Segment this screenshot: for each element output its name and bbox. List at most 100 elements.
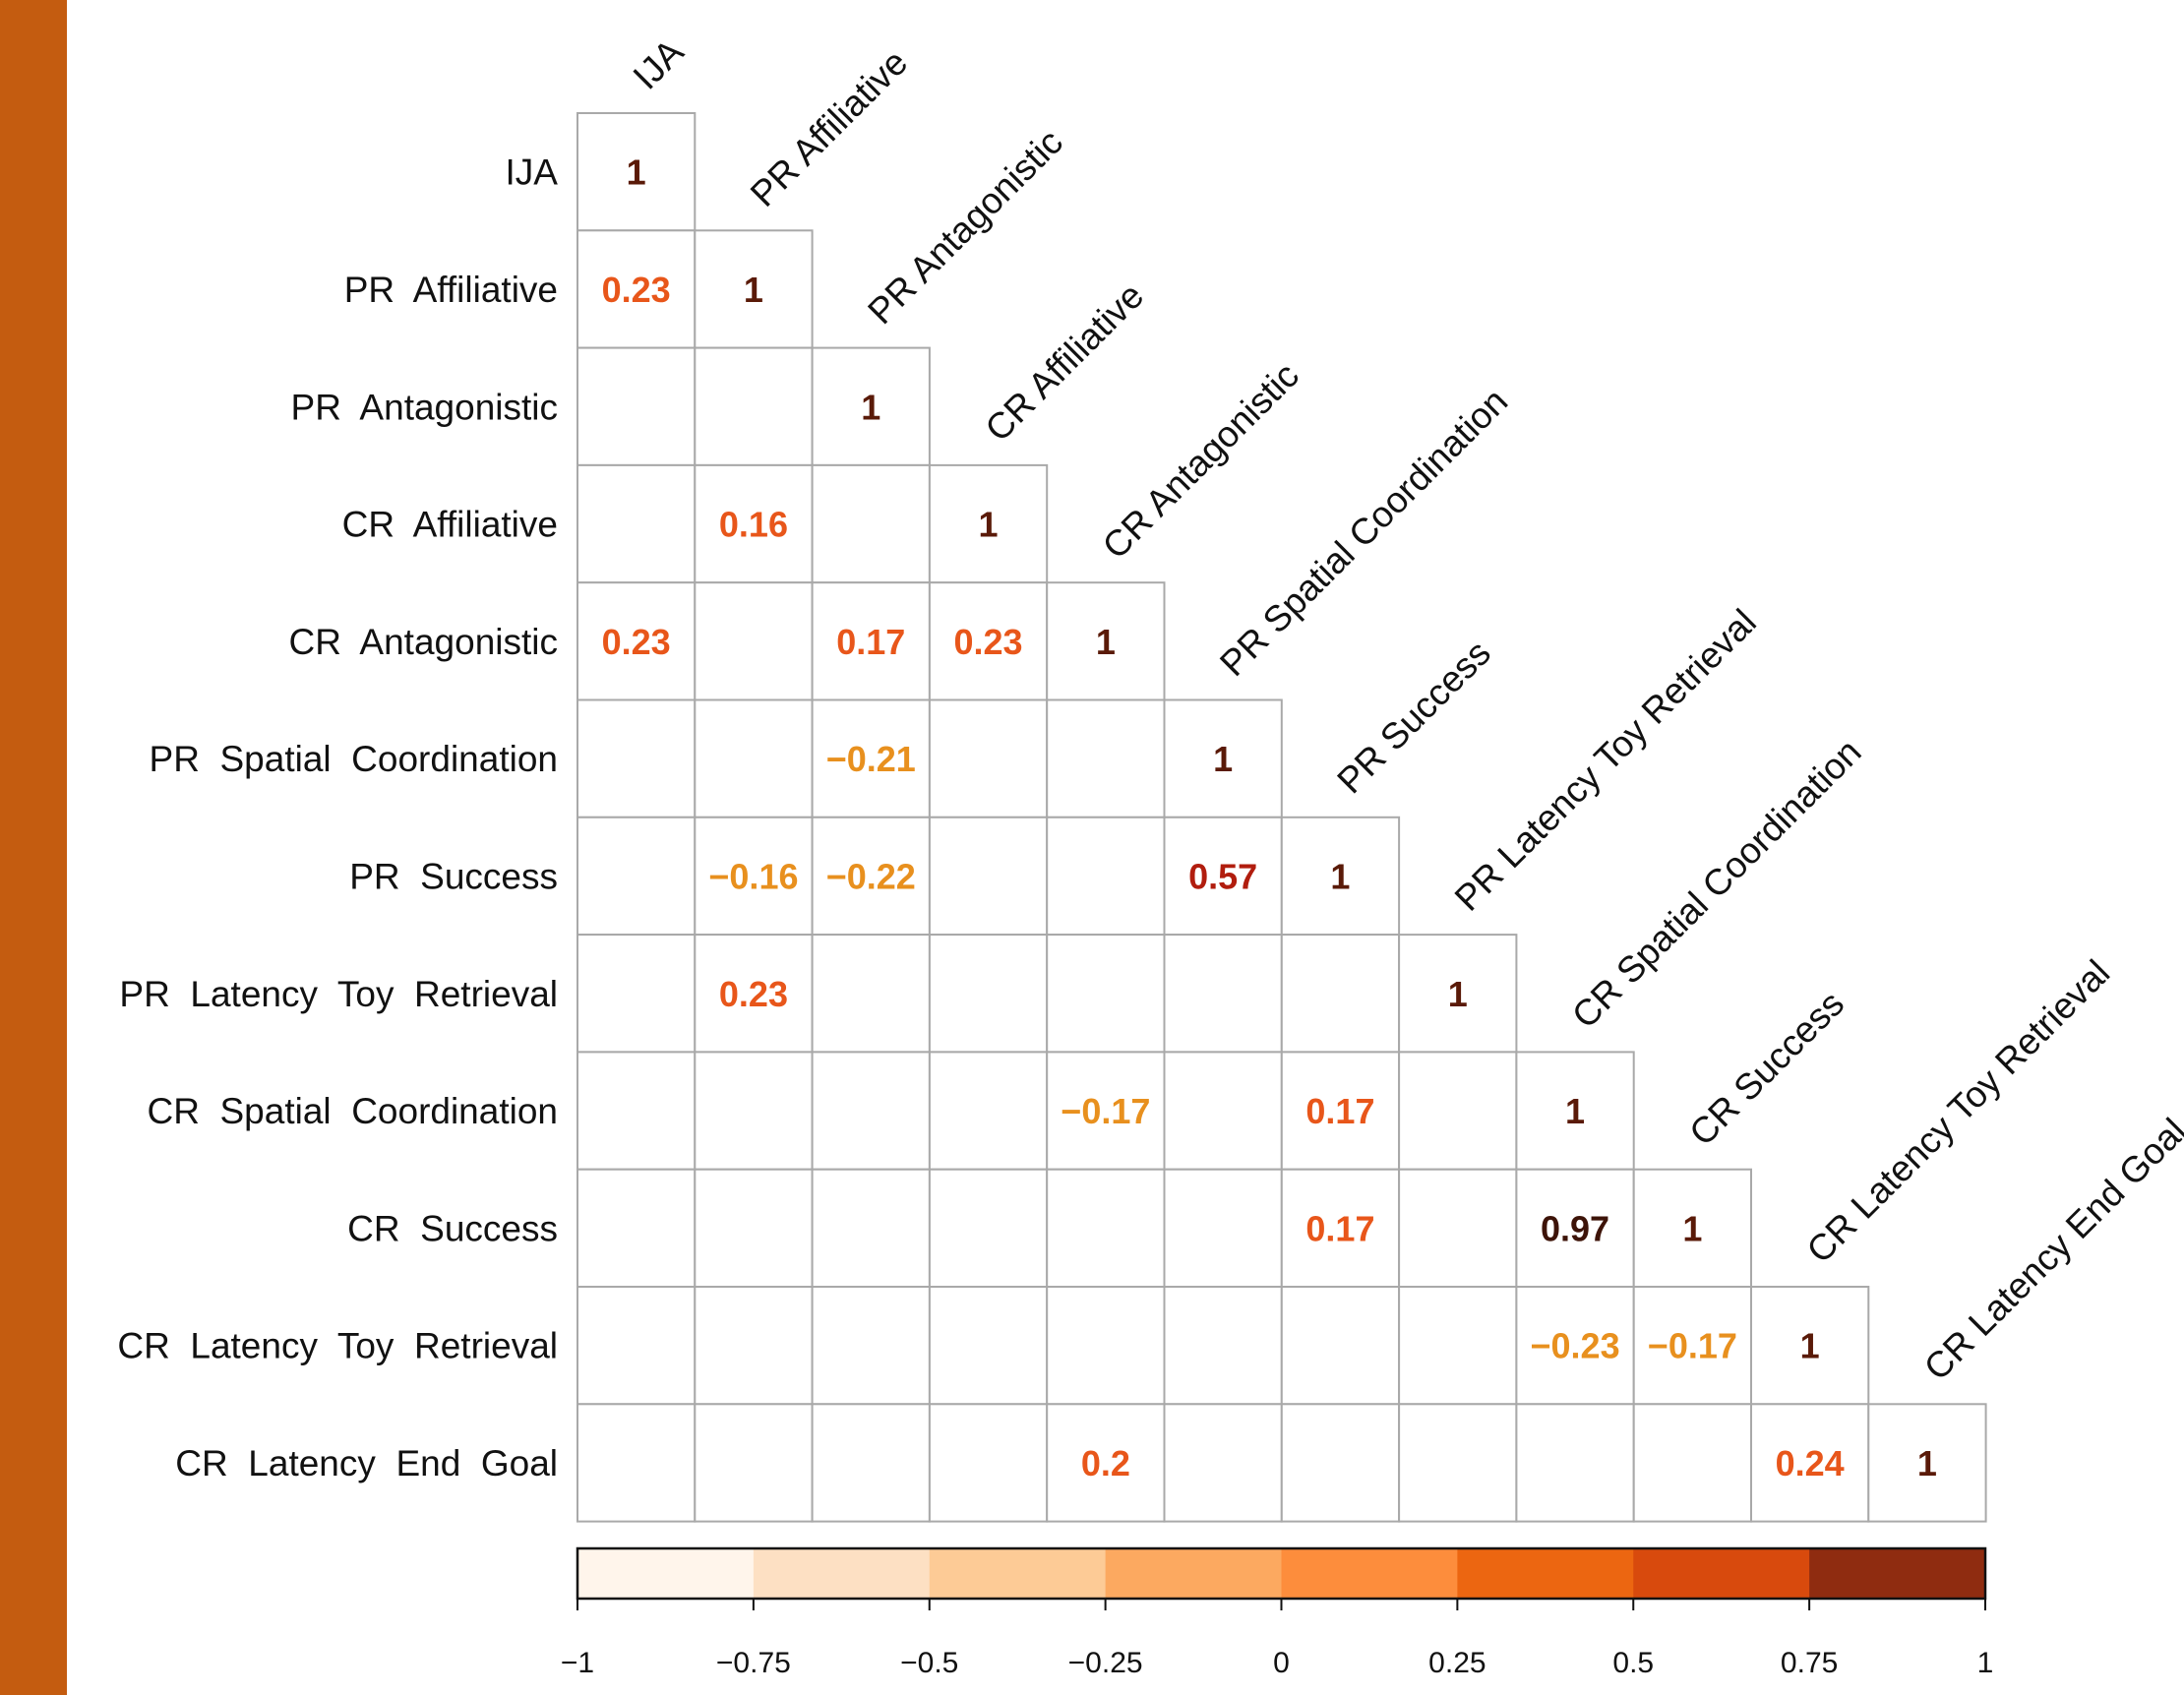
matrix-cell (811, 581, 931, 701)
matrix-cell (928, 1051, 1049, 1171)
row-label: CR Success (347, 1208, 558, 1248)
row-label: CR Latency Toy Retrieval (117, 1326, 558, 1366)
cell-value-label: 0.16 (719, 505, 788, 545)
cell-value-label: 0.17 (836, 622, 905, 662)
matrix-cell (694, 1403, 814, 1523)
cell-value-label: 0.57 (1188, 856, 1257, 896)
matrix-cell (1046, 581, 1166, 701)
matrix-cell (576, 463, 697, 584)
matrix-cell (1632, 1403, 1752, 1523)
matrix-cell (811, 1286, 931, 1406)
cell-value-label: 0.23 (954, 622, 1023, 662)
matrix-cell (1163, 1403, 1283, 1523)
matrix-cell (1750, 1403, 1870, 1523)
matrix-cell (1280, 816, 1401, 937)
row-label: CR Latency End Goal (175, 1443, 558, 1483)
matrix-cell (811, 1168, 931, 1288)
matrix-cell (1398, 1403, 1518, 1523)
matrix-cell (576, 816, 697, 937)
cell-value-label: −0.23 (1531, 1326, 1620, 1366)
column-label: PR Affiliative (743, 42, 915, 214)
cell-value-label: 0.2 (1081, 1443, 1130, 1483)
row-label: PR Antagonistic (291, 387, 558, 427)
colorbar-tick-label: 0.25 (1428, 1647, 1486, 1679)
colorbar-segment (1457, 1548, 1634, 1599)
matrix-cell (694, 698, 814, 818)
matrix-cell (1163, 816, 1283, 937)
column-label: CR Latency End Goal (1916, 1111, 2184, 1388)
matrix-cell (811, 934, 931, 1054)
matrix-cell (1515, 1403, 1635, 1523)
matrix-cell (576, 934, 697, 1054)
matrix-cell (811, 346, 931, 466)
matrix-cell (1046, 1168, 1166, 1288)
row-label: CR Antagonistic (288, 622, 558, 662)
matrix-cell (576, 581, 697, 701)
matrix-cell (928, 1286, 1049, 1406)
matrix-cell (694, 1168, 814, 1288)
matrix-cell (576, 1051, 697, 1171)
matrix-cell (694, 346, 814, 466)
matrix-cell (1163, 698, 1283, 818)
column-label: PR Success (1329, 633, 1497, 801)
cell-value-label: −0.17 (1648, 1326, 1737, 1366)
matrix-cell (576, 346, 697, 466)
colorbar-segment (1809, 1548, 1986, 1599)
colorbar-tick-label: −0.25 (1068, 1647, 1143, 1679)
cell-value-label: 0.17 (1305, 1091, 1374, 1131)
matrix-cell (1046, 816, 1166, 937)
colorbar-segment (577, 1548, 755, 1599)
cell-value-label: 0.23 (602, 622, 671, 662)
colorbar-tick-label: 0.5 (1612, 1647, 1654, 1679)
cell-value-label: 1 (1448, 974, 1468, 1014)
matrix-cell (1046, 934, 1166, 1054)
colorbar-segment (753, 1548, 931, 1599)
colorbar-segment (1281, 1548, 1458, 1599)
matrix-cell (928, 1168, 1049, 1288)
matrix-cell (694, 816, 814, 937)
matrix-cell (1632, 1168, 1752, 1288)
matrix-cell (576, 698, 697, 818)
row-label: PR Spatial Coordination (150, 739, 558, 779)
matrix-cell (1750, 1286, 1870, 1406)
cell-value-label: 0.23 (719, 974, 788, 1014)
cell-value-label: −0.17 (1061, 1091, 1150, 1131)
row-label: PR Latency Toy Retrieval (119, 974, 558, 1014)
matrix-cell (1163, 1168, 1283, 1288)
colorbar: −1 −0.75 −0.5 −0.25 0 0.25 0.5 0.75 1 (561, 1546, 1994, 1679)
matrix-cell (1280, 1051, 1401, 1171)
column-label: IJA (626, 31, 692, 97)
matrix-cell (928, 463, 1049, 584)
cell-value-label: 1 (1565, 1091, 1585, 1131)
matrix-cell (1398, 1168, 1518, 1288)
row-label: CR Affiliative (342, 505, 558, 545)
row-labels: IJA PR Affiliative PR Antagonistic CR Affil… (117, 152, 558, 1483)
cell-value-label: 1 (744, 270, 763, 310)
cell-value-label: 1 (1096, 622, 1116, 662)
matrix-cell (576, 1403, 697, 1523)
matrix-cell (1046, 1286, 1166, 1406)
cell-value-label: 0.97 (1541, 1208, 1609, 1248)
matrix-cell (1163, 934, 1283, 1054)
matrix-cell (928, 934, 1049, 1054)
matrix-cell (1632, 1286, 1752, 1406)
cell-value-label: 0.23 (602, 270, 671, 310)
side-accent-bar (0, 0, 67, 1695)
matrix-cell (694, 1051, 814, 1171)
matrix-cell (811, 1051, 931, 1171)
matrix-cell (1280, 934, 1401, 1054)
colorbar-tick-label: 1 (1977, 1647, 1994, 1679)
matrix-cell (1398, 1286, 1518, 1406)
matrix-cell (1280, 1286, 1401, 1406)
matrix-cells: 1 0.23 1 1 0.16 1 0.23 0.17 0.23 1 −0.21 1 −0.16 −0.2… (576, 112, 1987, 1523)
cell-value-label: 1 (1330, 856, 1350, 896)
row-label: PR Affiliative (344, 270, 558, 310)
colorbar-tick-label: 0 (1273, 1647, 1290, 1679)
cell-value-label: 0.17 (1305, 1208, 1374, 1248)
matrix-cell (1163, 1286, 1283, 1406)
matrix-cell (811, 463, 931, 584)
cell-value-label: 1 (1800, 1326, 1820, 1366)
row-label: CR Spatial Coordination (148, 1091, 559, 1131)
row-label: IJA (506, 152, 559, 193)
